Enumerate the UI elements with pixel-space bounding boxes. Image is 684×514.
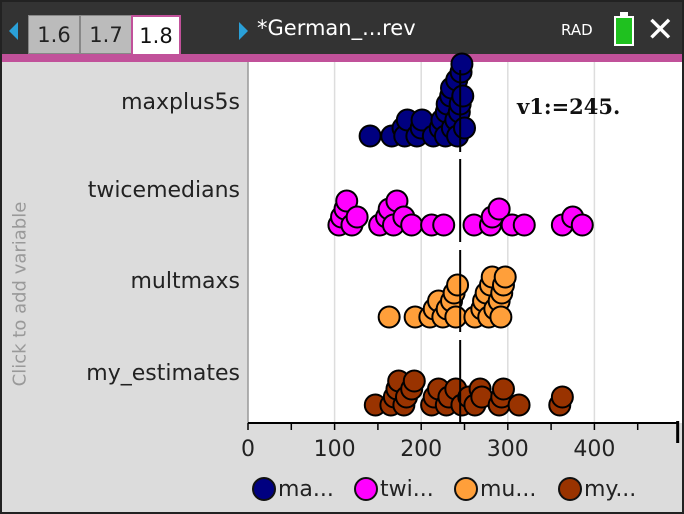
reference-line-label[interactable]: v1:=245.	[517, 94, 621, 119]
data-point	[335, 189, 359, 213]
angle-mode: RAD	[561, 21, 593, 39]
x-tick-label: 300	[487, 437, 529, 462]
row-label-multmaxs[interactable]: multmaxs	[130, 269, 240, 294]
row-label-maxplus5s[interactable]: maxplus5s	[121, 90, 240, 115]
data-point	[487, 197, 511, 221]
tab-1-8[interactable]: 1.8	[131, 15, 181, 62]
data-point	[451, 84, 475, 108]
next-page-arrow-icon[interactable]	[239, 22, 248, 40]
x-tick-label: 200	[400, 437, 442, 462]
variable-panel: Click to add variable	[2, 62, 248, 512]
data-point	[512, 213, 536, 237]
legend-swatch	[558, 477, 582, 501]
data-point	[491, 377, 515, 401]
legend-label: my...	[584, 476, 637, 502]
legend-item-my-estimates: my...	[558, 474, 636, 504]
legend-item-maxplus5s: ma...	[252, 474, 334, 504]
data-point	[358, 124, 382, 148]
title-bar: 1.6 1.7 1.8 *German_...rev RAD ✕	[2, 2, 682, 62]
data-point	[493, 265, 517, 289]
x-tick-label: 100	[314, 437, 356, 462]
data-point	[453, 116, 476, 140]
data-point	[550, 385, 574, 409]
legend-item-twicemedians: twi...	[354, 474, 434, 504]
tab-1-7[interactable]: 1.7	[80, 15, 132, 54]
series-multmaxs	[377, 265, 517, 329]
data-point	[507, 393, 531, 417]
battery-icon	[614, 12, 634, 46]
prev-page-arrow-icon[interactable]	[9, 22, 18, 40]
legend-item-multmaxs: mu...	[454, 474, 536, 504]
x-tick-label: 0	[241, 437, 255, 462]
data-point	[446, 273, 470, 297]
data-point	[400, 213, 424, 237]
data-point	[489, 305, 513, 329]
data-point	[570, 213, 594, 237]
data-point	[377, 305, 401, 329]
legend-label: ma...	[278, 476, 334, 502]
series-maxplus5s	[358, 52, 476, 148]
row-label-twicemedians[interactable]: twicemedians	[87, 178, 240, 203]
tab-1-6[interactable]: 1.6	[28, 15, 80, 54]
data-point	[402, 369, 426, 393]
close-icon[interactable]: ✕	[646, 10, 675, 50]
data-point	[432, 213, 456, 237]
row-label-my-estimates[interactable]: my_estimates	[86, 361, 240, 386]
legend-label: twi...	[380, 476, 434, 502]
series-twicemedians	[327, 189, 594, 237]
legend-swatch	[252, 477, 276, 501]
legend-swatch	[354, 477, 378, 501]
data-point	[345, 205, 369, 229]
tab-underline	[2, 54, 682, 62]
document-title: *German_...rev	[257, 16, 416, 40]
legend-label: mu...	[480, 476, 537, 502]
data-point	[444, 305, 468, 329]
x-tick-label: 400	[573, 437, 615, 462]
legend-swatch	[454, 477, 478, 501]
series-my_estimates	[363, 369, 574, 417]
data-point	[450, 52, 474, 76]
